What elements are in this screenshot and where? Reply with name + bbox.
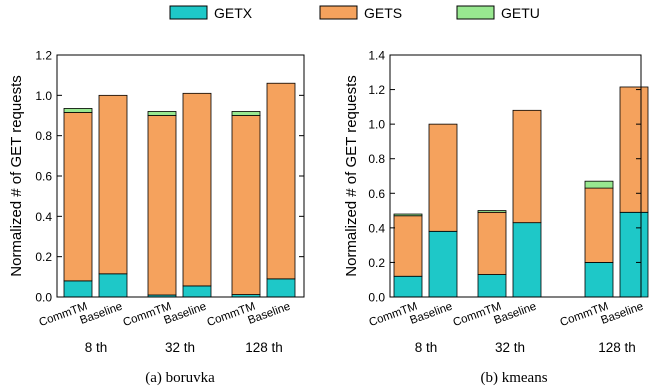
group-label: 128 th (245, 340, 283, 355)
bar-getx-5 (619, 211, 649, 298)
y-tick-label: 0.8 (35, 129, 52, 143)
bar-getx-1 (428, 230, 458, 298)
group-label: 32 th (495, 340, 525, 355)
bar-getx-3 (512, 222, 542, 298)
bar-getu-2 (477, 210, 507, 213)
bar-getx-0 (393, 275, 423, 298)
chart-boruvka: 0.0 0.2 0.4 0.6 0.8 1.0 1.2 Normalized # of GET… (8, 49, 305, 386)
group-label: 8 th (85, 340, 108, 355)
y-tick-label: 1.2 (35, 49, 52, 63)
bar-gets-3 (182, 92, 212, 287)
bar-getx-5 (266, 278, 296, 298)
y-tick-label: 0.6 (368, 187, 385, 201)
y-axis-label: Normalized # of GET requests (343, 75, 360, 276)
y-tick-label: 1.0 (35, 89, 52, 103)
legend-label-gets: GETS (364, 5, 402, 21)
bar-getu-4 (584, 180, 614, 189)
y-tick-label: 0.2 (368, 256, 385, 270)
figure-caption: (a) boruvka (145, 370, 215, 386)
bar-getu-0 (393, 213, 423, 217)
bar-getx-1 (98, 273, 128, 298)
bar-getx-2 (477, 274, 507, 298)
legend-label-getx: GETX (214, 5, 253, 21)
plot-area-frame (389, 54, 642, 298)
group-label: 128 th (598, 340, 636, 355)
bar-gets-2 (147, 115, 177, 296)
y-tick-label: 0.6 (35, 170, 52, 184)
bar-gets-2 (477, 211, 507, 275)
legend-swatch-getu (456, 5, 495, 20)
chart-kmeans: 0.0 0.2 0.4 0.6 0.8 1.0 1.2 1.4 Normalized # of … (343, 49, 649, 386)
bar-getu-2 (147, 111, 177, 116)
y-tick-label: 0.8 (368, 152, 385, 166)
group-label: 32 th (165, 340, 195, 355)
y-tick-label: 1.2 (368, 83, 385, 97)
y-axis-label: Normalized # of GET requests (8, 75, 25, 276)
bar-gets-1 (98, 94, 128, 275)
legend-swatch-gets (319, 5, 358, 20)
y-tick-label: 0.2 (35, 250, 52, 264)
y-tick-label: 0.0 (368, 291, 385, 305)
bar-gets-3 (512, 109, 542, 224)
bar-gets-4 (231, 115, 261, 295)
legend-swatch-getx (169, 5, 208, 20)
bar-gets-5 (266, 82, 296, 280)
y-tick-label: 0.4 (368, 221, 385, 235)
legend: GETX GETS GETU (169, 5, 540, 21)
y-tick-label: 0.4 (35, 210, 52, 224)
y-tick-label: 0.0 (35, 291, 52, 305)
bar-gets-5 (619, 86, 649, 213)
bar-gets-1 (428, 123, 458, 232)
bar-gets-0 (63, 112, 93, 282)
bar-gets-4 (584, 187, 614, 263)
bar-gets-0 (393, 215, 423, 277)
group-label: 8 th (415, 340, 438, 355)
legend-label-getu: GETU (501, 5, 540, 21)
bar-getx-3 (182, 285, 212, 298)
y-tick-label: 1.0 (368, 118, 385, 132)
bar-getx-0 (63, 280, 93, 298)
bar-getu-4 (231, 111, 261, 116)
figure-caption: (b) kmeans (480, 370, 547, 386)
y-tick-label: 1.4 (368, 49, 385, 63)
bar-getu-0 (63, 108, 93, 113)
bar-getx-4 (584, 262, 614, 298)
